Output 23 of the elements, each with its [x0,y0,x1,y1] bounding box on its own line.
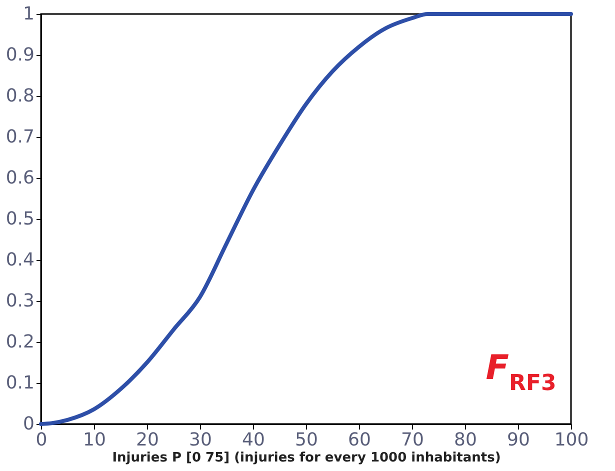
x-tick-label: 20 [136,430,159,450]
x-tick-label: 90 [507,430,530,450]
x-tick-label: 30 [189,430,212,450]
y-tick-label: 0.3 [6,290,34,312]
y-tick-label: 0.9 [6,44,34,66]
x-axis-title: Injuries P [0 75] (injuries for every 1000 inhabitants) [112,450,501,466]
y-tick-label: 0.7 [6,126,34,148]
y-tick-label: 0.6 [6,168,34,188]
y-tick-label: 0.4 [6,250,34,270]
x-tick-label: 40 [242,430,265,450]
y-tick-label: 0.5 [6,208,34,230]
x-tick-label: 50 [295,430,318,450]
y-tick-label: 0 [23,414,34,434]
x-tick-label: 80 [454,430,477,450]
line-series [39,12,573,426]
x-tick-label: 10 [83,430,106,450]
x-tick-label: 100 [554,430,589,450]
x-tick-label: 60 [348,430,371,450]
y-tick-label: 1 [23,4,34,24]
y-tick-label: 0.8 [6,86,34,106]
y-tick-label: 0.1 [6,372,34,394]
y-tick-label: 0.2 [6,332,34,352]
x-tick-label: 70 [401,430,424,450]
